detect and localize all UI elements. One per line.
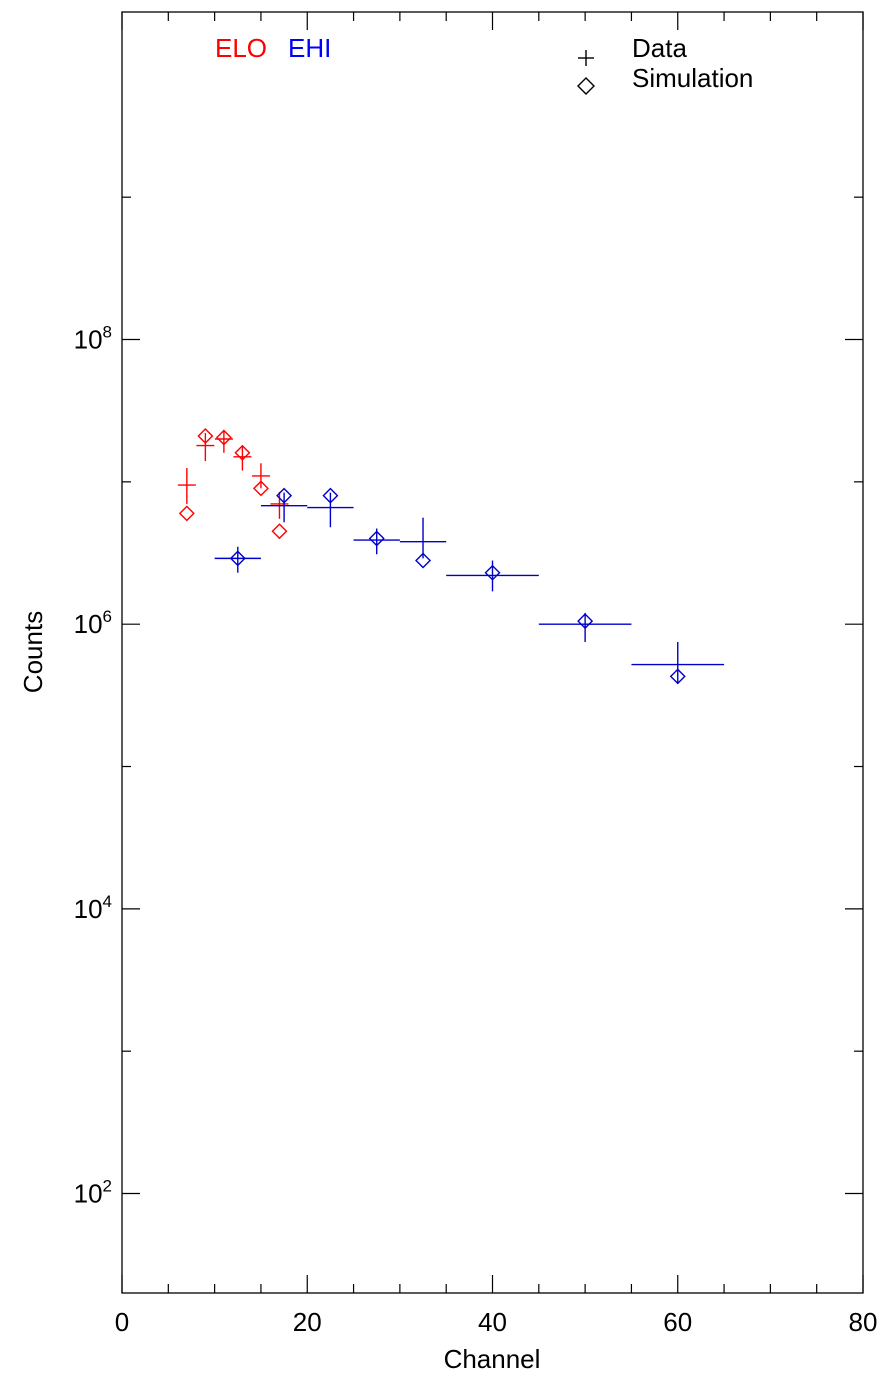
elo-data-point (233, 445, 252, 471)
plot-frame (121, 11, 864, 1294)
elo-data-point (177, 468, 196, 504)
channel-labels: ELO EHI (215, 33, 331, 63)
y-tick-label: 108 (74, 323, 112, 355)
ehi-simulation-point (322, 487, 339, 504)
y-axis-label: Counts (18, 611, 48, 693)
channel-label-elo: ELO (215, 33, 267, 63)
legend-label-simulation: Simulation (632, 63, 753, 93)
ehi-simulation-point (415, 552, 432, 569)
elo-simulation-point (234, 444, 251, 461)
elo-simulation-point (178, 505, 195, 522)
y-tick-label: 102 (74, 1177, 112, 1209)
x-tick-label: 0 (115, 1307, 129, 1337)
elo-data-point (251, 463, 270, 489)
elo-data-point (214, 430, 233, 453)
ehi-simulation-point (229, 550, 246, 567)
ehi-data-point (353, 528, 400, 555)
axes-layer: 0 20 40 60 80 102 104 106 108 (74, 12, 878, 1337)
x-tick-label: 40 (478, 1307, 507, 1337)
ehi-simulation-point (276, 487, 293, 504)
channel-label-ehi: EHI (288, 33, 331, 63)
x-tick-label: 60 (663, 1307, 692, 1337)
y-tick-label: 104 (74, 892, 112, 924)
ehi-data-point (260, 492, 308, 523)
legend-label-data: Data (632, 33, 687, 63)
ehi-simulation-point (484, 564, 501, 581)
x-tick-label: 20 (293, 1307, 322, 1337)
ehi-data-point (399, 517, 447, 559)
legend-data-marker-icon (578, 50, 594, 66)
x-axis-label: Channel (444, 1344, 541, 1374)
series-ehi (214, 487, 725, 685)
elo-simulation-point (271, 523, 288, 540)
ehi-data-point (307, 492, 354, 528)
x-tick-label: 80 (849, 1307, 878, 1337)
legend: Data Simulation (577, 33, 753, 95)
elo-simulation-point (215, 429, 232, 446)
ehi-simulation-point (577, 613, 594, 630)
elo-simulation-point (197, 427, 214, 444)
elo-data-point (196, 433, 215, 462)
series-elo (177, 427, 289, 540)
y-tick-label: 106 (74, 607, 112, 639)
ehi-simulation-point (669, 668, 686, 685)
elo-simulation-point (252, 480, 269, 497)
ehi-simulation-point (368, 530, 385, 547)
legend-simulation-marker-icon (577, 77, 595, 95)
data-layer (177, 427, 725, 685)
ehi-data-point (631, 641, 725, 684)
